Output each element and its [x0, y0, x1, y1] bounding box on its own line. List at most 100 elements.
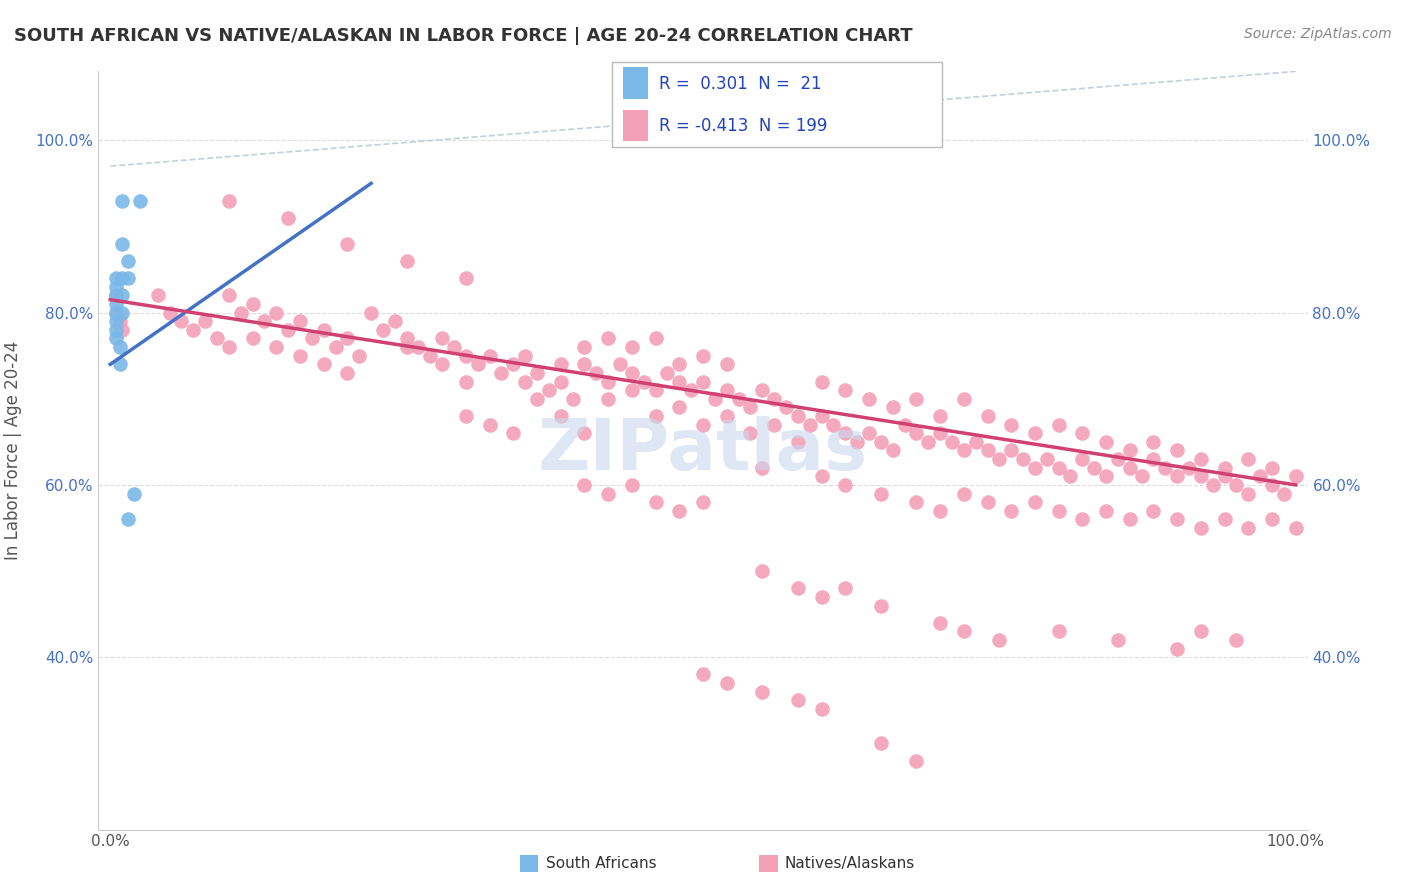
Point — [644, 331, 666, 345]
Point — [810, 590, 832, 604]
Text: SOUTH AFRICAN VS NATIVE/ALASKAN IN LABOR FORCE | AGE 20-24 CORRELATION CHART: SOUTH AFRICAN VS NATIVE/ALASKAN IN LABOR… — [14, 27, 912, 45]
Point — [454, 349, 477, 363]
Point — [574, 478, 596, 492]
Point — [347, 349, 370, 363]
Point — [467, 357, 489, 371]
Point — [1189, 624, 1212, 639]
Point — [1213, 469, 1236, 483]
Point — [550, 409, 572, 423]
Point — [763, 417, 786, 432]
Point — [692, 417, 714, 432]
Point — [105, 279, 128, 293]
Point — [550, 357, 572, 371]
Y-axis label: In Labor Force | Age 20-24: In Labor Force | Age 20-24 — [4, 341, 21, 560]
Point — [537, 383, 560, 397]
Point — [194, 314, 217, 328]
Point — [869, 486, 891, 500]
Point — [976, 495, 998, 509]
Point — [929, 409, 952, 423]
Point — [1095, 504, 1118, 518]
Point — [644, 495, 666, 509]
Point — [1095, 434, 1118, 449]
Point — [869, 599, 891, 613]
Point — [609, 357, 631, 371]
Point — [858, 392, 880, 406]
Point — [1071, 426, 1094, 441]
Point — [360, 305, 382, 319]
Point — [515, 349, 537, 363]
Point — [1012, 452, 1035, 467]
Point — [598, 375, 620, 389]
Point — [574, 357, 596, 371]
Point — [384, 314, 406, 328]
Point — [105, 288, 128, 302]
Point — [515, 375, 537, 389]
Point — [598, 486, 620, 500]
Point — [823, 417, 845, 432]
Point — [905, 495, 928, 509]
Point — [502, 426, 524, 441]
Point — [786, 409, 808, 423]
Point — [1107, 452, 1129, 467]
Point — [976, 443, 998, 458]
Point — [312, 357, 335, 371]
Point — [205, 331, 228, 345]
Point — [716, 676, 738, 690]
Point — [834, 383, 856, 397]
Point — [288, 349, 311, 363]
Point — [561, 392, 583, 406]
Point — [1285, 521, 1308, 535]
Point — [1107, 633, 1129, 648]
Point — [952, 443, 974, 458]
Point — [905, 392, 928, 406]
Point — [395, 254, 418, 268]
Point — [181, 323, 204, 337]
Point — [668, 357, 690, 371]
Point — [1189, 452, 1212, 467]
Point — [786, 582, 808, 596]
Point — [941, 434, 963, 449]
Point — [657, 366, 679, 380]
Point — [478, 349, 501, 363]
Point — [620, 366, 643, 380]
Point — [1047, 504, 1070, 518]
Point — [952, 392, 974, 406]
Point — [893, 417, 915, 432]
Point — [775, 401, 797, 415]
Point — [336, 236, 359, 251]
Point — [834, 426, 856, 441]
Point — [105, 314, 128, 328]
Point — [1261, 460, 1284, 475]
Point — [965, 434, 987, 449]
Point — [1047, 624, 1070, 639]
Point — [1213, 460, 1236, 475]
Point — [668, 401, 690, 415]
Point — [229, 305, 252, 319]
Point — [218, 194, 240, 208]
Point — [432, 331, 454, 345]
Point — [432, 357, 454, 371]
Point — [443, 340, 465, 354]
Point — [526, 366, 548, 380]
Point — [1142, 434, 1164, 449]
Point — [869, 434, 891, 449]
Point — [122, 486, 145, 500]
Point — [905, 426, 928, 441]
Point — [478, 417, 501, 432]
Point — [111, 194, 134, 208]
Point — [218, 288, 240, 302]
Point — [1119, 443, 1142, 458]
Point — [1000, 417, 1022, 432]
Point — [105, 297, 128, 311]
Point — [146, 288, 169, 302]
Point — [644, 383, 666, 397]
Point — [633, 375, 655, 389]
Point — [1213, 512, 1236, 526]
Point — [1083, 460, 1105, 475]
Point — [834, 478, 856, 492]
Point — [108, 340, 131, 354]
Point — [129, 194, 152, 208]
Point — [159, 305, 181, 319]
Point — [526, 392, 548, 406]
Point — [716, 409, 738, 423]
